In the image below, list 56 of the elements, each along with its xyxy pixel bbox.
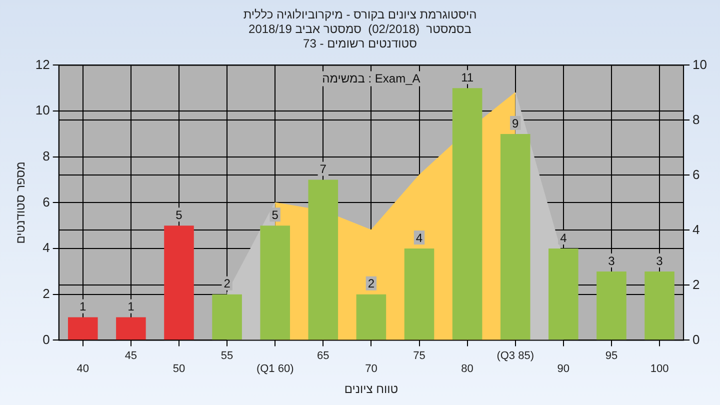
- data-label: 7: [320, 162, 327, 176]
- bar: [308, 180, 338, 340]
- data-label: 1: [128, 300, 135, 314]
- text: היסטוגרמת ציונים בקורס - מיקרוביולוגיה כללית: [243, 8, 477, 22]
- bar: [164, 226, 194, 340]
- bar: [548, 248, 578, 340]
- y-axis-title: מספר סטודנטים: [14, 162, 28, 244]
- data-label: 1: [80, 300, 87, 314]
- annotation: במשימה : Exam_A: [322, 72, 420, 86]
- x-tick-label: 95: [605, 350, 618, 362]
- bar: [68, 317, 98, 340]
- x-tick-label: (Q3 85): [496, 350, 534, 362]
- x-tick-label: 50: [172, 363, 186, 376]
- x-tick-label: 90: [557, 363, 570, 376]
- x-tick-label: 80: [461, 363, 474, 376]
- bar: [644, 271, 674, 340]
- y-tick-label: 12: [35, 56, 50, 72]
- data-label: 2: [224, 276, 231, 291]
- bar: [596, 271, 626, 340]
- x-tick-label: (Q1 60): [256, 363, 294, 376]
- y2-tick-label: 2: [692, 276, 700, 292]
- data-label: 3: [608, 254, 616, 268]
- y-tick-label: 10: [35, 102, 50, 118]
- y-tick-label: 4: [42, 240, 50, 256]
- bar: [356, 294, 386, 340]
- data-label: 4: [560, 230, 568, 245]
- data-label: 9: [512, 116, 520, 130]
- data-label: 5: [272, 208, 279, 222]
- x-tick-label: 45: [124, 350, 138, 362]
- x-axis-title: טווח ציונים: [344, 382, 398, 396]
- y2-tick-label: 10: [692, 56, 708, 72]
- data-label: 11: [461, 70, 474, 84]
- data-label: 3: [656, 254, 664, 268]
- bar: [452, 88, 482, 340]
- y-tick-label: 8: [42, 148, 50, 164]
- x-tick-label: 70: [365, 363, 378, 376]
- x-tick-label: 40: [76, 363, 90, 376]
- x-tick-label: 65: [317, 350, 330, 362]
- x-tick-label: 55: [220, 350, 234, 362]
- data-label: 5: [176, 208, 183, 222]
- x-tick-label: 100: [650, 363, 669, 376]
- bar: [212, 294, 242, 340]
- x-tick-label: 75: [413, 350, 426, 362]
- y2-tick-label: 4: [692, 222, 700, 237]
- data-label: 2: [368, 276, 375, 291]
- text: בסמסטר (02/2018) סמסטר אביב 2018/19: [248, 22, 472, 36]
- y2-tick-label: 6: [692, 166, 700, 182]
- bar: [116, 317, 146, 340]
- y2-tick-label: 0: [692, 332, 700, 347]
- y-tick-label: 2: [42, 286, 50, 301]
- y-tick-label: 6: [42, 194, 50, 210]
- data-label: 4: [416, 230, 423, 245]
- y-tick-label: 0: [42, 332, 50, 347]
- text: סטודנטים רשומים - 73: [303, 36, 417, 50]
- y2-tick-label: 8: [692, 112, 700, 127]
- bar: [404, 248, 434, 340]
